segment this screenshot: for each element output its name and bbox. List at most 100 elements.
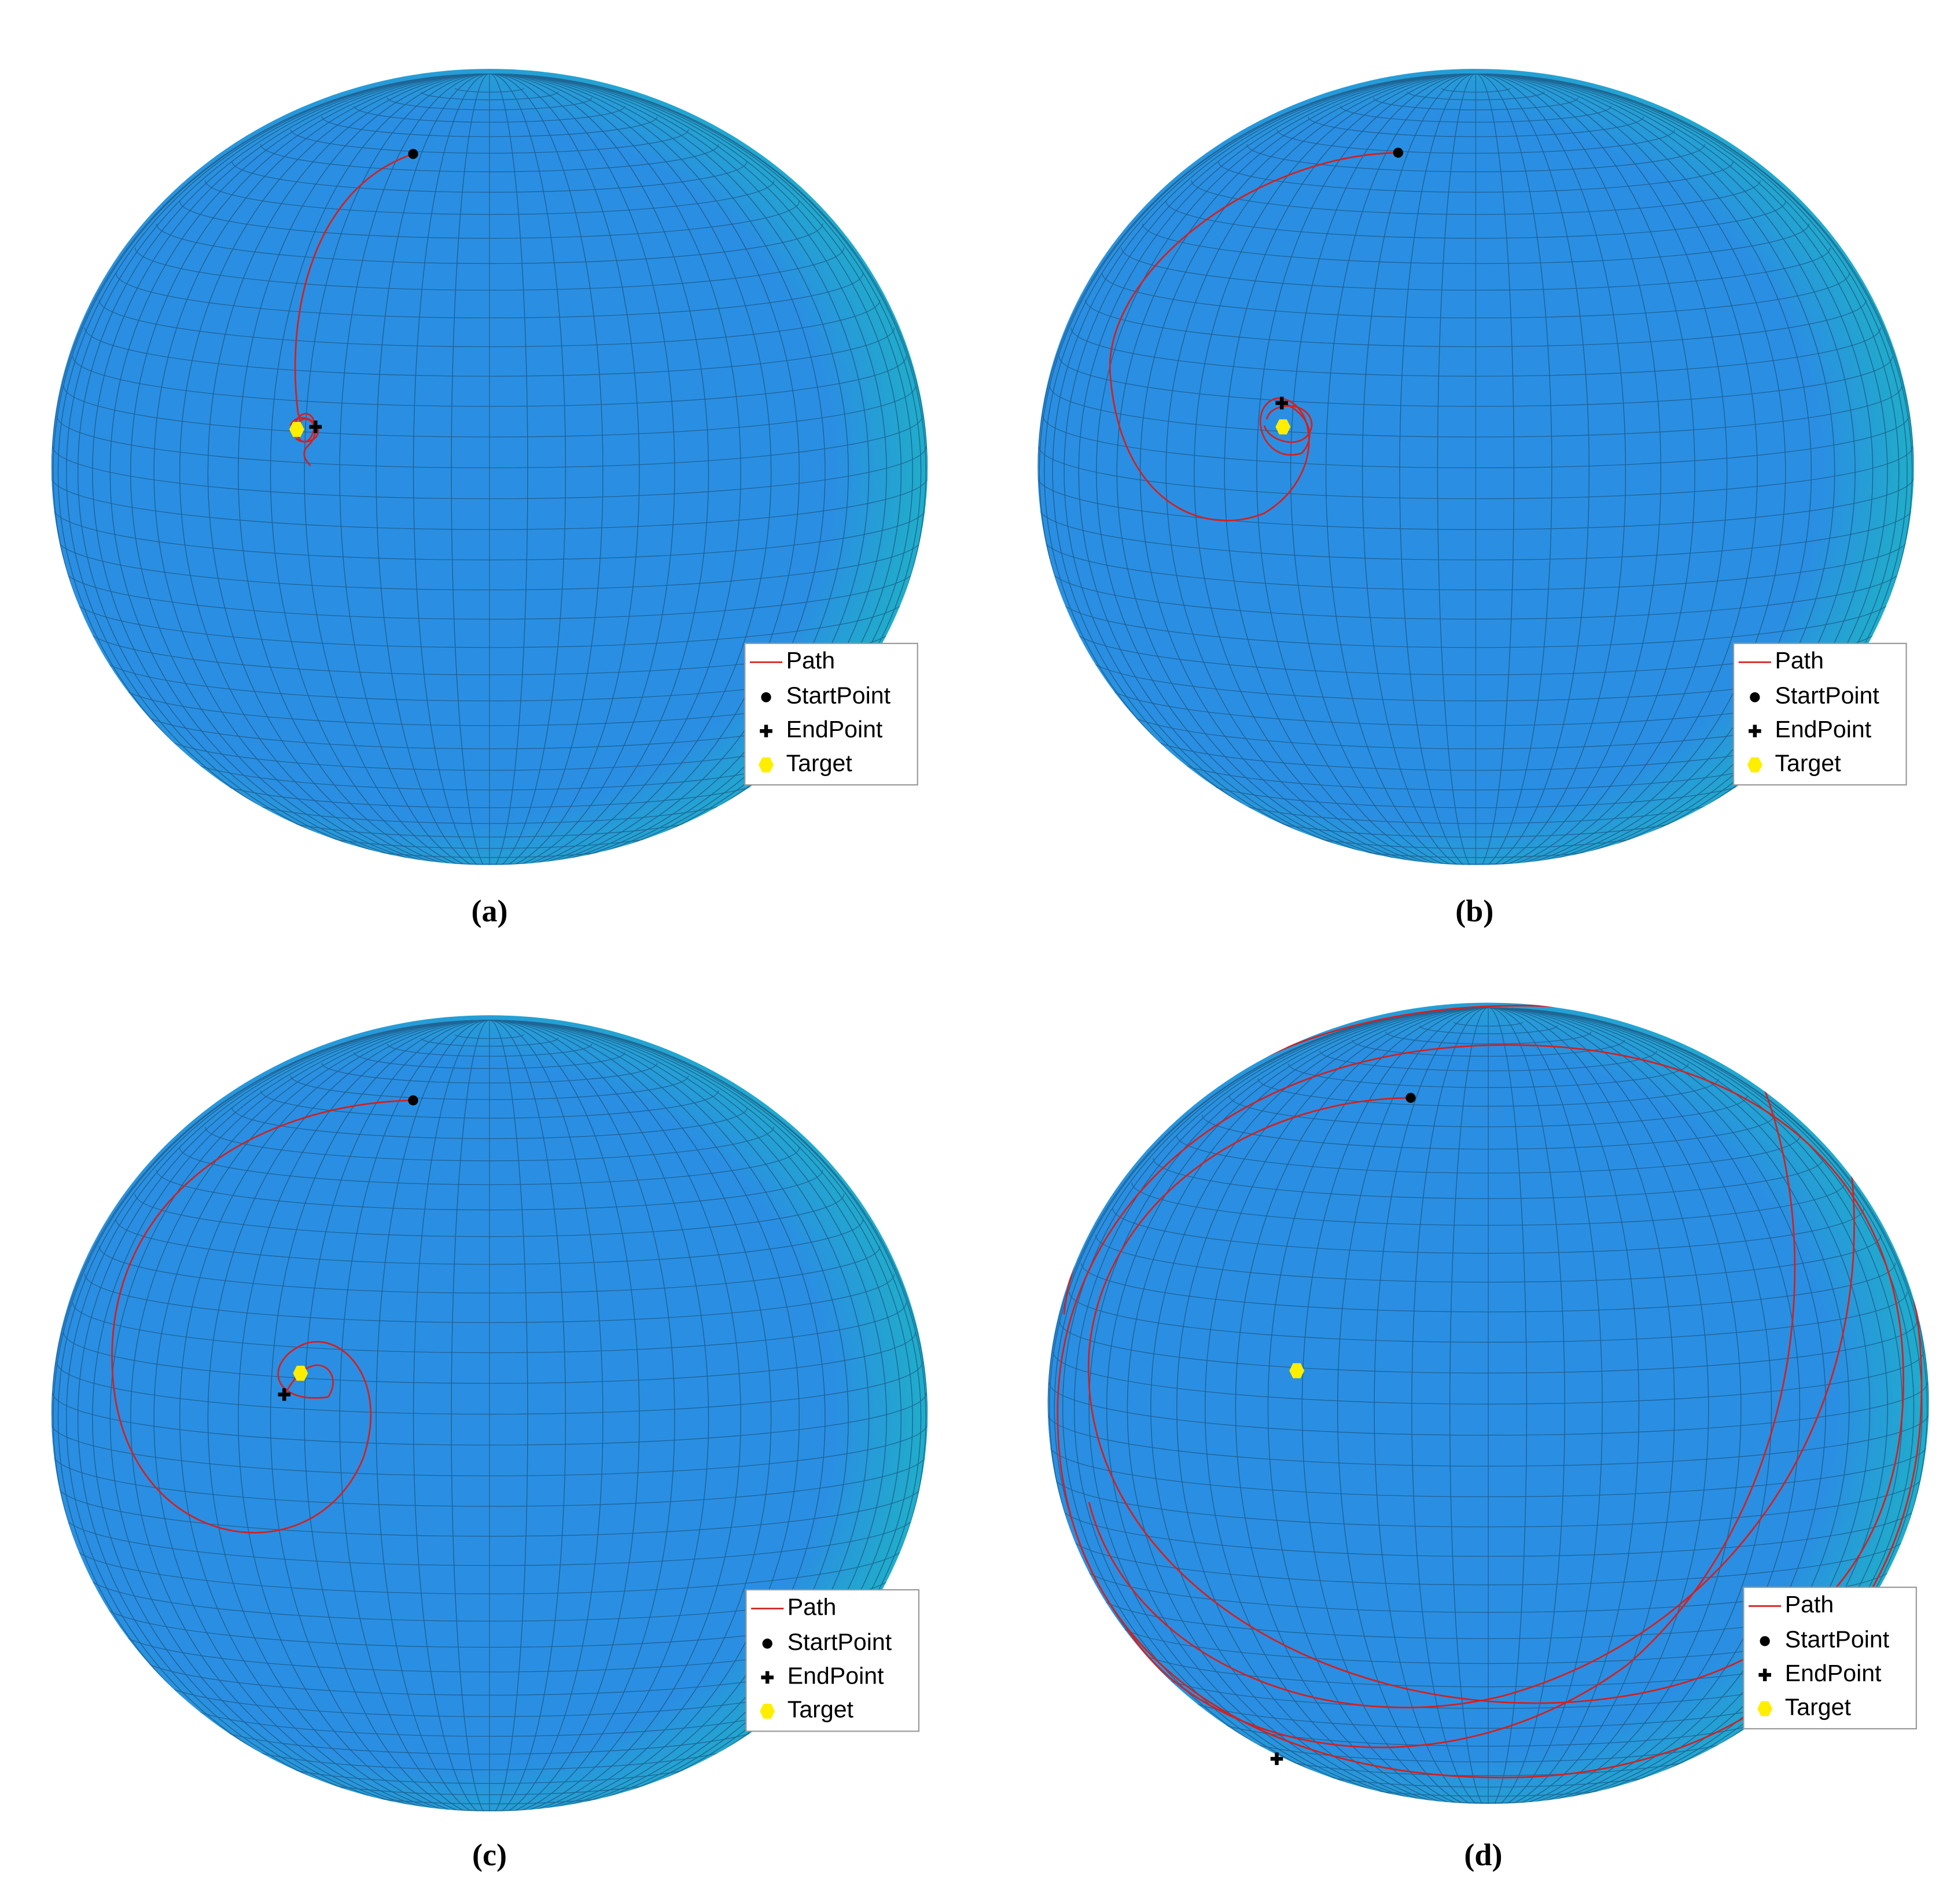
parallel	[1453, 1021, 1524, 1027]
trajectory	[1263, 405, 1313, 443]
parallel	[1059, 1505, 1918, 1557]
parallel	[63, 1514, 916, 1566]
parallel	[1176, 1135, 1801, 1174]
parallel	[454, 1034, 525, 1039]
legend-label: EndPoint	[1785, 1660, 1882, 1686]
sphere	[51, 68, 928, 865]
parallel	[115, 273, 864, 319]
parallel	[1153, 1158, 1824, 1199]
parallel	[1102, 273, 1850, 318]
parallel	[1228, 1730, 1748, 1763]
meridian	[1039, 73, 1913, 865]
parallel	[56, 538, 923, 590]
parallel	[1053, 1351, 1924, 1405]
legend-label: StartPoint	[788, 1629, 892, 1655]
legend-box	[1743, 1586, 1917, 1730]
parallel	[321, 1063, 658, 1084]
parallel	[1039, 446, 1913, 499]
legend-target-swatch	[759, 757, 774, 773]
trajectory	[111, 1099, 414, 1534]
parallel	[1069, 1534, 1908, 1586]
legend-target-swatch	[1757, 1701, 1773, 1716]
parallel	[231, 1738, 748, 1770]
parallel	[1352, 1039, 1625, 1057]
parallel	[1407, 91, 1545, 101]
parallel	[56, 1484, 923, 1537]
legend-label: Path	[1775, 647, 1824, 674]
meridian	[53, 73, 926, 865]
target	[1289, 1363, 1305, 1379]
parallel	[1287, 1063, 1689, 1088]
parallel	[63, 1332, 916, 1384]
legend-label: EndPoint	[1775, 716, 1871, 743]
parallel	[115, 1219, 864, 1265]
parallel	[72, 597, 907, 648]
parallel	[72, 1543, 907, 1594]
parallel	[1070, 328, 1881, 377]
parallel	[387, 97, 593, 111]
legend-label: Path	[788, 1593, 837, 1620]
start-point	[408, 1095, 418, 1105]
parallel	[1058, 597, 1893, 648]
parallel	[63, 568, 916, 620]
parallel	[1276, 129, 1675, 154]
parallel	[260, 144, 719, 172]
legend-start-swatch	[762, 1638, 772, 1649]
parallel	[1201, 1115, 1775, 1150]
parallel	[204, 773, 775, 808]
sphere	[51, 1015, 928, 1811]
legend-label: Target	[1785, 1693, 1852, 1720]
sphere	[1037, 68, 1914, 865]
legend-target-swatch	[1747, 757, 1762, 773]
parallel	[1049, 385, 1903, 438]
end-point	[278, 1388, 291, 1401]
meridian	[53, 1020, 926, 1811]
parallel	[454, 87, 525, 93]
parallel	[1441, 866, 1510, 870]
parallel	[1081, 1263, 1896, 1313]
legend-label: Target	[786, 749, 853, 776]
parallel	[1131, 1182, 1845, 1226]
parallel	[52, 1392, 927, 1446]
legend-label: Target	[1775, 749, 1841, 776]
parallel	[84, 1274, 895, 1323]
parallel	[1201, 1711, 1775, 1747]
end-point	[1270, 1752, 1283, 1765]
sphere-grid	[51, 1020, 928, 1811]
parallel	[1085, 300, 1867, 347]
parallel	[1373, 97, 1578, 111]
parallel	[1053, 1475, 1924, 1528]
legend-start-swatch	[1750, 692, 1760, 703]
legend-box	[744, 642, 918, 786]
parallel	[1121, 247, 1831, 291]
parallel	[52, 446, 927, 499]
legend-label: StartPoint	[1775, 682, 1879, 709]
parallel	[1319, 1050, 1658, 1071]
parallel	[56, 1362, 923, 1415]
panel: Path StartPoint EndPoint Target (c)	[51, 1015, 928, 1872]
parallel	[1441, 87, 1511, 93]
parallel	[1419, 1025, 1558, 1034]
parallel	[156, 1170, 823, 1211]
trajectory	[1057, 1044, 1904, 1704]
legend-label: Target	[788, 1696, 854, 1723]
legend-end-swatch	[1758, 1668, 1771, 1681]
path-group	[1109, 152, 1399, 521]
parallel	[63, 385, 916, 438]
path-group	[1057, 1005, 1923, 1778]
parallel	[231, 1108, 748, 1140]
start-point	[1393, 148, 1404, 158]
legend-start-swatch	[1760, 1636, 1770, 1646]
parallel	[420, 1038, 559, 1047]
parallel	[1142, 223, 1809, 264]
parallel	[1043, 416, 1909, 468]
legend-end-swatch	[761, 1671, 774, 1684]
target	[293, 1365, 308, 1381]
panel: Path StartPoint EndPoint Target (b)	[1037, 68, 1914, 928]
parallel	[1069, 1292, 1908, 1343]
legend-end-swatch	[760, 725, 772, 738]
parallel	[1191, 773, 1761, 808]
parallel	[1217, 792, 1734, 824]
parallel	[51, 1423, 928, 1476]
